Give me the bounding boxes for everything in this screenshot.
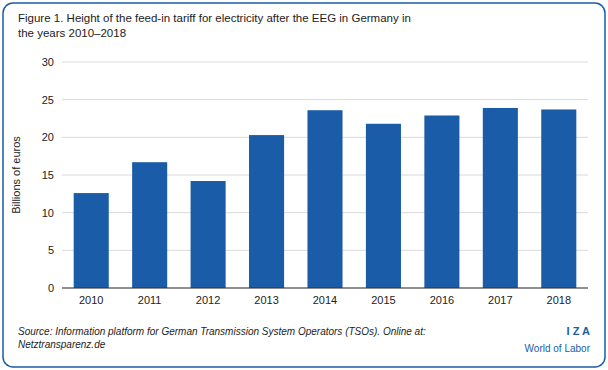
y-tick-label: 25 [42, 94, 54, 106]
bar [191, 181, 226, 288]
y-tick-label: 20 [42, 131, 54, 143]
page: {"chart_data": {"type": "bar", "title": … [0, 0, 608, 370]
bar [74, 193, 109, 288]
bar [132, 162, 167, 288]
watermark-subtitle: World of Labor [525, 343, 591, 354]
bar [307, 110, 342, 288]
x-tick-label: 2016 [430, 294, 454, 306]
chart: Figure 1. Height of the feed-in tariff f… [0, 0, 608, 370]
x-tick-label: 2013 [254, 294, 278, 306]
x-tick-label: 2011 [138, 294, 162, 306]
title-line: the years 2010–2018 [18, 27, 126, 39]
y-tick-label: 5 [48, 244, 54, 256]
title-line: Figure 1. Height of the feed-in tariff f… [18, 12, 411, 24]
bar [366, 124, 401, 288]
y-tick-label: 30 [42, 56, 54, 68]
source-note: Source: Information platform for German … [18, 326, 426, 350]
x-tick-label: 2014 [313, 294, 337, 306]
x-tick-label: 2015 [371, 294, 395, 306]
x-tick-label: 2010 [79, 294, 103, 306]
bar [541, 109, 576, 288]
x-tick-label: 2018 [547, 294, 571, 306]
bar [249, 135, 284, 288]
source-line: Netztransparenz.de [18, 339, 106, 350]
y-axis-label: Billions of euros [10, 136, 22, 214]
grid-line [62, 288, 588, 289]
x-axis-line [62, 288, 588, 289]
y-tick-label: 0 [48, 282, 54, 294]
source-line: Source: Information platform for German … [18, 326, 426, 337]
x-tick-label: 2012 [196, 294, 220, 306]
title: Figure 1. Height of the feed-in tariff f… [18, 12, 411, 39]
y-tick-label: 10 [42, 207, 54, 219]
grid-line [62, 62, 588, 63]
watermark-title: I Z A [567, 325, 590, 337]
y-grid [62, 62, 588, 288]
bar [424, 115, 459, 288]
bar [483, 108, 518, 288]
border [3, 3, 605, 367]
grid-line [62, 99, 588, 100]
x-tick-label: 2017 [488, 294, 512, 306]
y-tick-label: 15 [42, 169, 54, 181]
